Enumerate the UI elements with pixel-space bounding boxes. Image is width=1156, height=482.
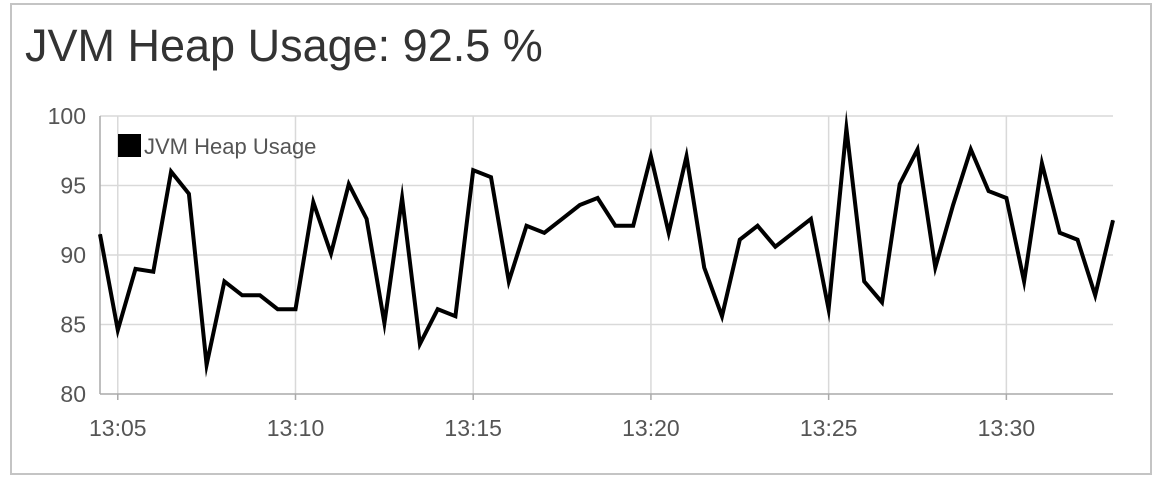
data-point [917,148,919,150]
data-point [206,364,208,366]
panel-title: JVM Heap Usage: 92.5 % [25,20,543,71]
data-point [330,253,332,255]
y-tick-label: 90 [60,242,86,268]
data-point [988,190,990,192]
data-point [508,280,510,282]
data-point [472,169,474,171]
data-point [1041,162,1043,164]
data-point [668,232,670,234]
data-point [1112,219,1114,221]
data-point [543,232,545,234]
grid-lines [100,115,1113,394]
heap-usage-panel: JVM Heap Usage: 92.5 % [10,3,1152,475]
data-point [170,171,172,173]
data-point [739,239,741,241]
data-point [223,280,225,282]
data-point [774,246,776,248]
data-point [188,193,190,195]
data-point [526,225,528,227]
data-point [1023,280,1025,282]
data-point [99,233,101,235]
y-tick-label: 100 [48,103,86,129]
axes: 80 85 90 95 100 13:05 13:10 13:15 13:20 13:25 13:3… [48,103,1113,441]
data-point [614,225,616,227]
data-point [899,183,901,185]
data-point [881,301,883,303]
data-point [952,204,954,206]
data-point [490,176,492,178]
data-point [312,201,314,203]
series-layer [98,109,1115,378]
x-tick-label: 13:05 [89,415,147,441]
data-point [1094,294,1096,296]
data-point [863,280,865,282]
data-point [685,155,687,157]
data-point [437,308,439,310]
data-point [703,267,705,269]
data-point [348,183,350,185]
data-point [828,308,830,310]
data-point [401,197,403,199]
data-point [419,343,421,345]
data-point [454,315,456,317]
data-point [934,267,936,269]
x-tick-label: 13:15 [444,415,502,441]
data-point [792,232,794,234]
data-point [579,204,581,206]
data-point [1059,232,1061,234]
x-tick-label: 13:25 [800,415,858,441]
data-point [970,148,972,150]
data-point [845,128,847,130]
legend: JVM Heap Usage [118,134,316,159]
data-point [597,197,599,199]
data-point [383,322,385,324]
data-point [241,294,243,296]
x-tick-label: 13:30 [978,415,1036,441]
y-tick-label: 85 [60,312,86,338]
data-point [152,271,154,273]
data-point [1076,239,1078,241]
data-point [135,268,137,270]
data-point [721,315,723,317]
legend-swatch [118,134,141,157]
data-point [757,225,759,227]
data-point [294,308,296,310]
x-tick-label: 13:20 [622,415,680,441]
y-tick-label: 80 [60,381,86,407]
series-line [98,109,1115,378]
y-tick-label: 95 [60,173,86,199]
legend-label: JVM Heap Usage [144,134,316,159]
data-point [810,218,812,220]
data-point [117,329,119,331]
data-point [632,225,634,227]
data-point [561,218,563,220]
data-point [366,218,368,220]
data-point [277,308,279,310]
x-tick-label: 13:10 [267,415,325,441]
data-point [650,155,652,157]
data-point [259,294,261,296]
data-point [1005,197,1007,199]
